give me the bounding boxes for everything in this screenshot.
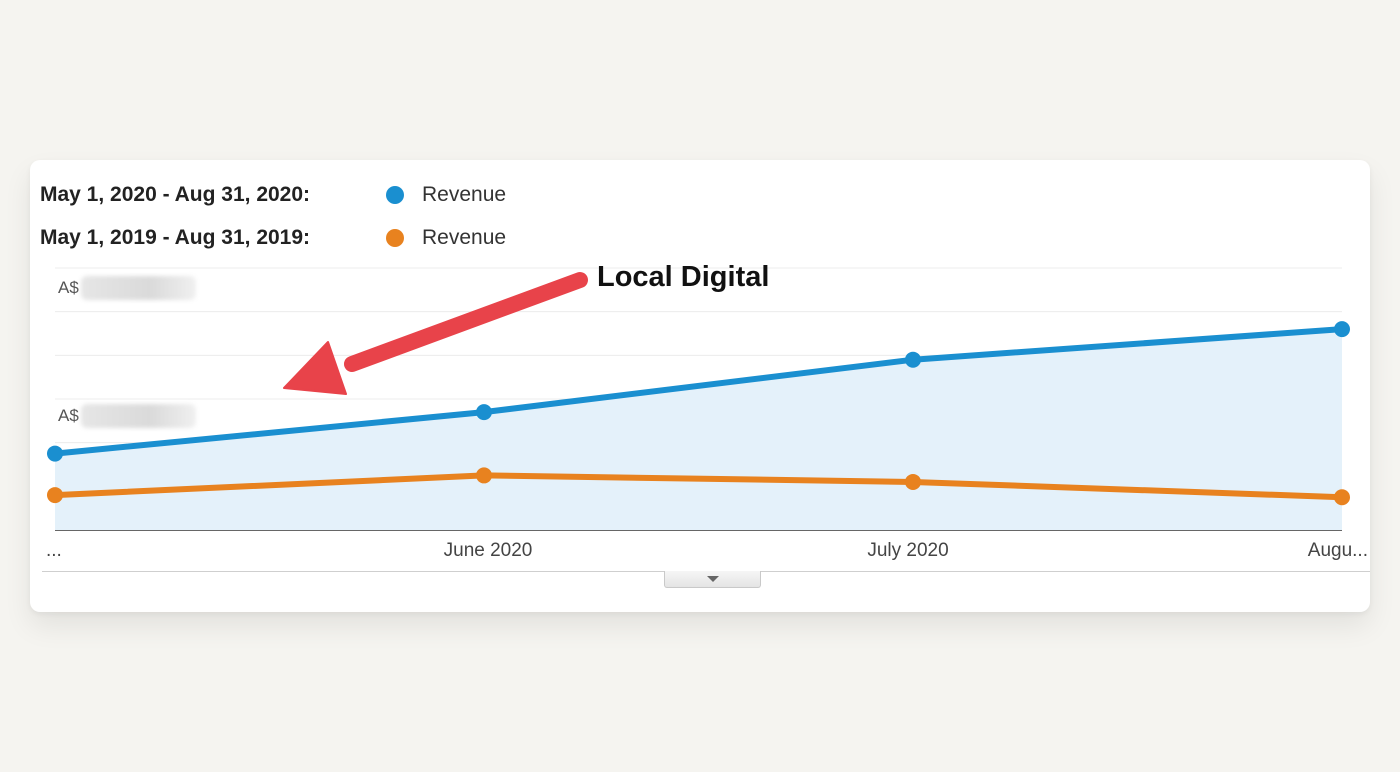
annotation-arrow-shaft bbox=[344, 272, 588, 372]
x-tick-label: Augu... bbox=[1307, 540, 1368, 561]
legend-dot-orange bbox=[386, 229, 404, 247]
chevron-down-icon bbox=[706, 576, 719, 582]
expand-chart-button[interactable] bbox=[664, 571, 761, 588]
data-point-2020 bbox=[476, 404, 492, 421]
data-point-2019 bbox=[905, 473, 921, 490]
legend-range-current: May 1, 2020 - Aug 31, 2020: bbox=[40, 183, 311, 206]
legend-range-previous: May 1, 2019 - Aug 31, 2019: bbox=[40, 226, 311, 249]
series-line-2020 bbox=[52, 326, 1345, 457]
revenue-line-chart bbox=[47, 267, 1350, 531]
chart-card: May 1, 2020 - Aug 31, 2020: Revenue May … bbox=[30, 160, 1370, 612]
y-axis-label-middle: A$ bbox=[58, 404, 196, 428]
annotation-label: Local Digital bbox=[597, 261, 770, 293]
data-point-2019 bbox=[1334, 489, 1350, 506]
redacted-value bbox=[80, 404, 196, 428]
data-point-2020 bbox=[1334, 321, 1350, 338]
legend-row-previous: May 1, 2019 - Aug 31, 2019: Revenue bbox=[40, 223, 506, 253]
legend-row-current: May 1, 2020 - Aug 31, 2020: Revenue bbox=[40, 180, 506, 210]
y-axis-label-top: A$ bbox=[58, 276, 196, 300]
legend-series-previous: Revenue bbox=[422, 226, 507, 249]
x-tick-label: June 2020 bbox=[443, 540, 533, 561]
y-axis-label-top-text: A$ bbox=[58, 278, 79, 297]
data-point-2020 bbox=[905, 351, 921, 368]
y-axis-label-middle-text: A$ bbox=[58, 406, 79, 425]
data-point-2019 bbox=[47, 487, 63, 504]
x-tick-label: ... bbox=[46, 540, 62, 561]
series-line-2019 bbox=[52, 472, 1345, 501]
data-point-2020 bbox=[47, 445, 63, 462]
data-point-2019 bbox=[476, 467, 492, 484]
legend-series-current: Revenue bbox=[422, 183, 507, 206]
redacted-value bbox=[80, 276, 196, 300]
legend-dot-blue bbox=[386, 186, 404, 204]
series-area-fill bbox=[55, 329, 1342, 530]
x-tick-label: July 2020 bbox=[867, 540, 949, 561]
annotation-arrow-head bbox=[283, 341, 347, 395]
